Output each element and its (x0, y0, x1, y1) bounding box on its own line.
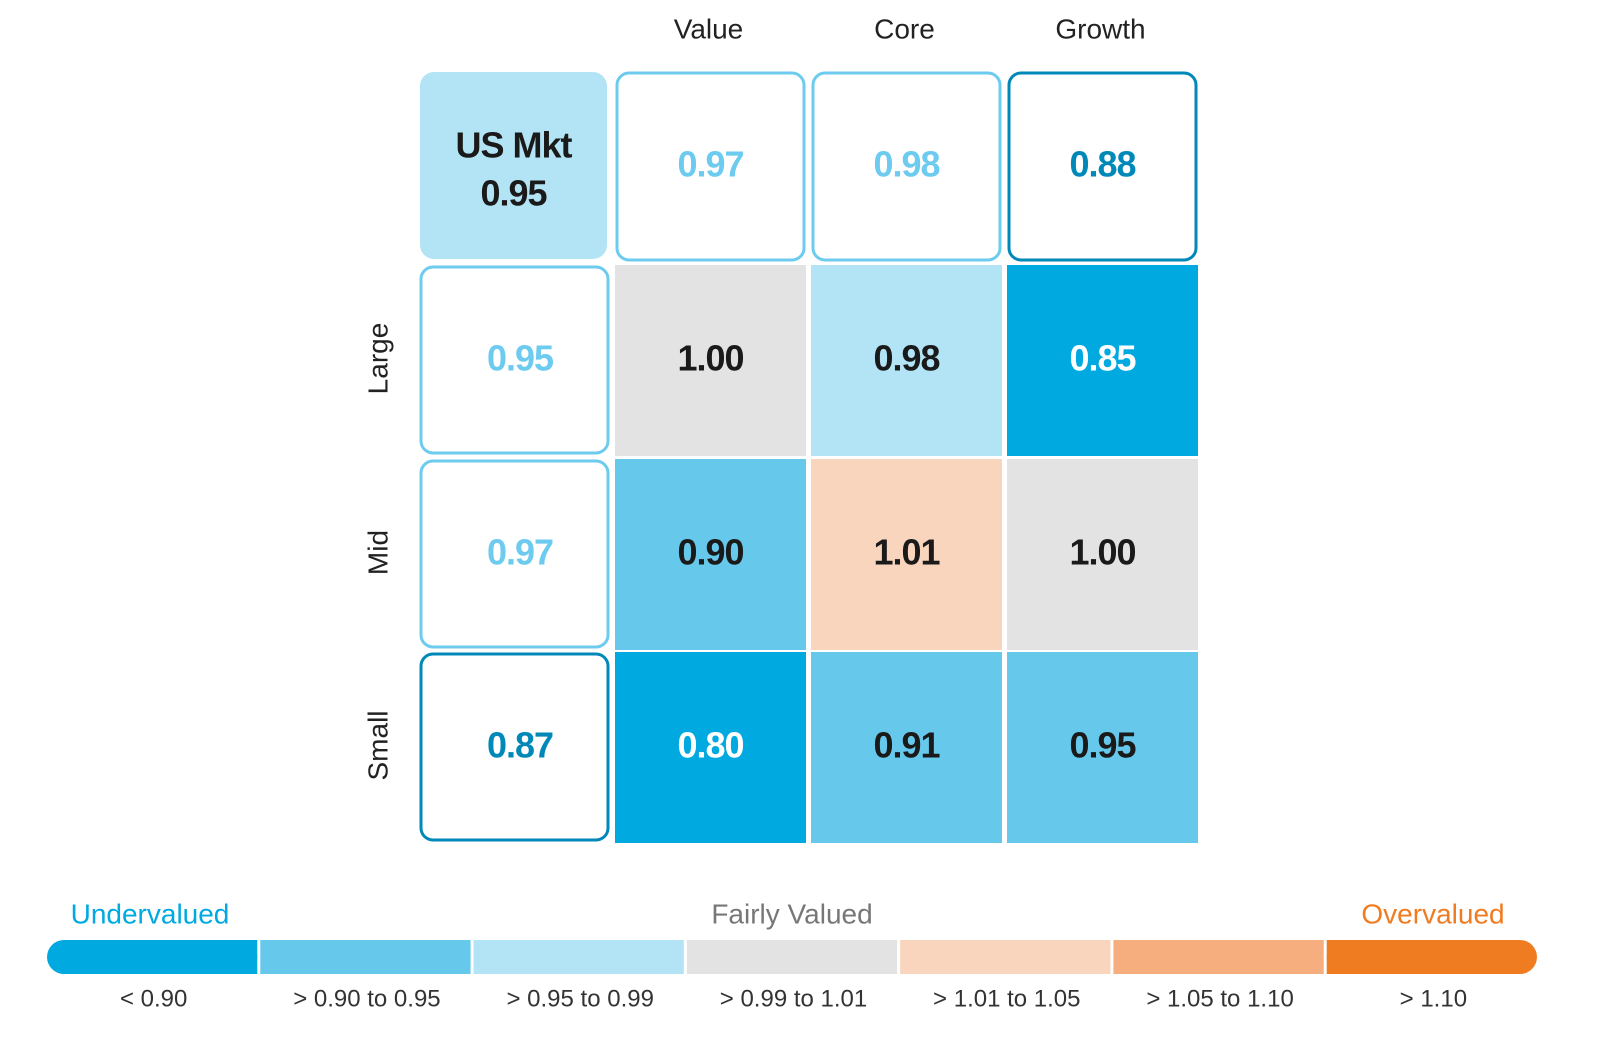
legend-swatch (686, 940, 898, 974)
legend-swatch (1113, 940, 1324, 974)
heatmap-cell (615, 459, 806, 650)
column-total-value: 0.88 (1069, 144, 1135, 185)
column-header: Value (674, 13, 744, 44)
row-total-value: 0.87 (487, 725, 553, 766)
heatmap-cell (1007, 265, 1198, 456)
row-total-box (419, 459, 610, 649)
row-total-box (419, 265, 610, 455)
market-box (420, 72, 607, 259)
legend-swatch (900, 940, 1111, 974)
row-header: Large (362, 323, 393, 395)
legend-label: > 0.99 to 1.01 (720, 985, 867, 1012)
legend-label: > 1.05 to 1.10 (1146, 985, 1293, 1012)
row-header: Small (362, 710, 393, 780)
legend-swatch (260, 940, 471, 974)
heatmap-cell (811, 459, 1002, 650)
column-total-box (615, 71, 806, 262)
cell-label: 0.80 (677, 725, 743, 766)
legend-title: Overvalued (1361, 898, 1504, 929)
legend-label: < 0.90 (120, 985, 187, 1012)
cell-label: 0.85 (1069, 338, 1136, 379)
legend-swatch (473, 940, 684, 974)
legend-swatch (153, 940, 258, 974)
legend-label: > 1.10 (1400, 985, 1467, 1012)
column-total-box (1007, 71, 1198, 262)
heatmap-cell (615, 265, 806, 456)
cell-label: 0.95 (1069, 725, 1136, 766)
heatmap-cell (811, 265, 1002, 456)
cell-label: 1.00 (1069, 532, 1135, 573)
cell-label: 1.00 (677, 338, 743, 379)
legend-label: > 0.95 to 0.99 (506, 985, 653, 1012)
column-header: Growth (1055, 13, 1145, 44)
row-total-box (419, 652, 610, 842)
legend-title: Undervalued (71, 898, 230, 929)
cell-label: 0.98 (873, 338, 939, 379)
legend-label: > 0.90 to 0.95 (293, 985, 440, 1012)
column-header: Core (874, 13, 935, 44)
heatmap-cell (1007, 459, 1198, 650)
heatmap-cell (615, 652, 806, 843)
cell-label: 0.91 (873, 725, 940, 766)
legend-label: > 1.01 to 1.05 (933, 985, 1080, 1012)
market-value: 0.95 (480, 173, 547, 214)
cell-label: 1.01 (873, 532, 940, 573)
row-total-value: 0.95 (487, 338, 554, 379)
column-total-value: 0.97 (677, 144, 743, 185)
market-label: US Mkt (455, 125, 572, 166)
cell-label: 0.90 (677, 532, 743, 573)
column-total-box (811, 71, 1002, 262)
row-header: Mid (362, 530, 393, 575)
legend-title: Fairly Valued (711, 898, 872, 929)
row-total-value: 0.97 (487, 532, 553, 573)
legend-swatch (1326, 940, 1431, 974)
column-total-value: 0.98 (873, 144, 939, 185)
heatmap-cell (811, 652, 1002, 843)
heatmap-cell (1007, 652, 1198, 843)
